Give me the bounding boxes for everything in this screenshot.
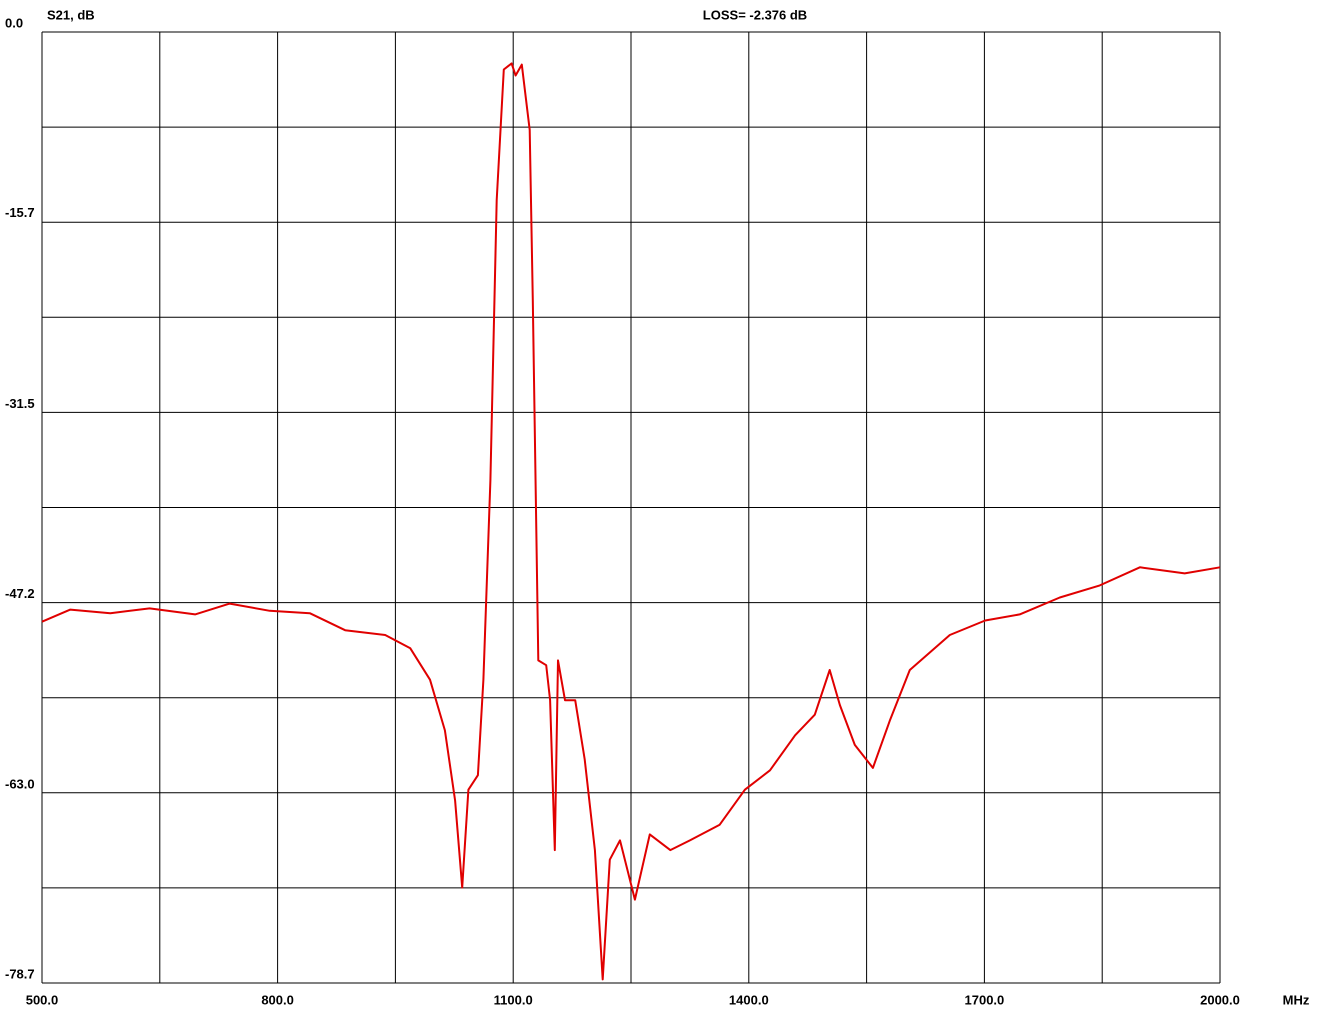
y-tick-label: -31.5 <box>5 396 35 411</box>
x-tick-label: 2000.0 <box>1200 992 1240 1007</box>
y-axis-label: S21, dB <box>47 7 95 22</box>
trace-line <box>41 62 1221 981</box>
x-tick-label: 500.0 <box>26 992 59 1007</box>
x-tick-label: 1700.0 <box>965 992 1005 1007</box>
y-tick-label: 0.0 <box>5 15 23 30</box>
y-tick-label: -78.7 <box>5 966 35 981</box>
x-axis-label: MHz <box>1283 992 1310 1007</box>
x-tick-label: 800.0 <box>261 992 294 1007</box>
y-tick-label: -47.2 <box>5 586 35 601</box>
y-tick-label: -63.0 <box>5 777 35 792</box>
x-tick-label: 1400.0 <box>729 992 769 1007</box>
y-tick-label: -15.7 <box>5 205 35 220</box>
x-tick-label: 1100.0 <box>494 992 533 1007</box>
chart-title: LOSS= -2.376 dB <box>703 7 807 22</box>
